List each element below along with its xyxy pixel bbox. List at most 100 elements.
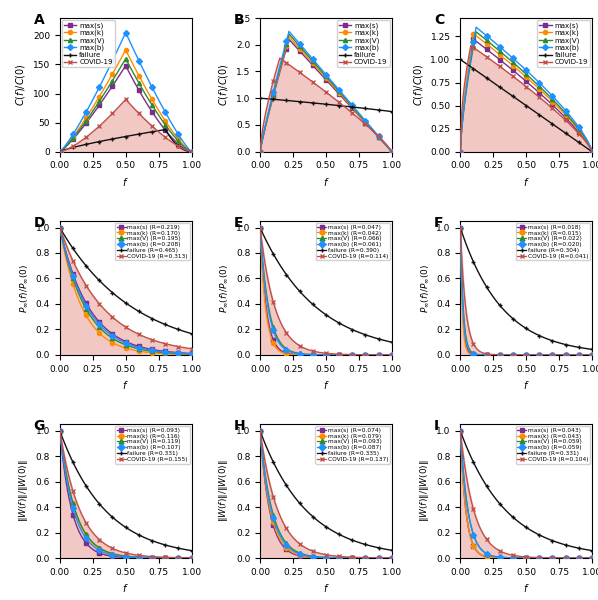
COVID-19 <box>122 96 129 103</box>
COVID-19 (R=0.155) <box>148 553 155 560</box>
max(V) (R=0.195) <box>117 339 124 346</box>
max(V) (R=0.195) <box>148 347 155 355</box>
COVID-19 <box>188 148 195 155</box>
failure (R=0.331) <box>65 450 72 457</box>
max(b) <box>156 98 163 106</box>
max(b) (R=0.107) <box>117 553 124 560</box>
max(s) (R=0.074) <box>335 554 343 562</box>
Text: B: B <box>234 13 245 26</box>
Line: failure (R=0.331): failure (R=0.331) <box>58 428 194 553</box>
COVID-19 (R=0.114) <box>335 350 343 358</box>
max(s) <box>470 35 477 43</box>
max(b) <box>266 105 273 112</box>
COVID-19 (R=0.137) <box>289 534 297 541</box>
max(k) <box>337 91 344 98</box>
max(V) (R=0.066) <box>335 351 343 358</box>
failure (R=0.390) <box>335 319 343 326</box>
max(k) (R=0.042) <box>266 327 273 334</box>
failure (R=0.390) <box>289 280 297 287</box>
failure (R=0.335) <box>317 520 324 527</box>
Line: max(k) (R=0.015): max(k) (R=0.015) <box>458 226 594 357</box>
COVID-19 <box>467 42 474 49</box>
COVID-19 (R=0.137) <box>266 478 273 485</box>
COVID-19 <box>257 148 264 155</box>
max(b) <box>557 101 564 108</box>
max(k) (R=0.170) <box>117 343 124 350</box>
max(b) <box>291 34 298 41</box>
max(V) (R=0.066) <box>266 307 273 314</box>
max(V) <box>136 82 144 89</box>
max(V) <box>588 148 596 155</box>
COVID-19 (R=0.313) <box>56 224 63 231</box>
max(k) (R=0.043) <box>549 554 556 562</box>
max(b) (R=0.087) <box>266 497 273 505</box>
Line: max(k): max(k) <box>458 32 594 154</box>
max(s) (R=0.219) <box>155 347 162 354</box>
max(b) (R=0.020) <box>536 351 543 358</box>
max(V) <box>150 103 157 110</box>
Line: COVID-19 (R=0.155): COVID-19 (R=0.155) <box>58 428 194 560</box>
max(s) (R=0.093) <box>135 554 142 562</box>
failure (R=0.304) <box>466 249 473 256</box>
max(b) (R=0.059) <box>457 427 464 434</box>
max(b) <box>356 111 364 118</box>
Line: max(V) (R=0.093): max(V) (R=0.093) <box>258 428 394 560</box>
X-axis label: $f$: $f$ <box>322 582 329 594</box>
max(k) (R=0.079) <box>257 427 264 434</box>
max(b) (R=0.087) <box>257 427 264 434</box>
max(s) (R=0.047) <box>388 351 395 358</box>
max(b) (R=0.087) <box>355 554 362 562</box>
max(b) (R=0.020) <box>549 351 556 358</box>
max(V) (R=0.066) <box>317 351 324 358</box>
COVID-19 <box>550 106 557 113</box>
max(b) <box>56 148 63 155</box>
max(V) (R=0.022) <box>517 351 524 358</box>
Line: max(k) (R=0.170): max(k) (R=0.170) <box>58 226 194 356</box>
Line: max(s): max(s) <box>258 37 394 154</box>
max(s) <box>588 148 596 155</box>
max(V) (R=0.119) <box>56 427 63 434</box>
max(s) (R=0.219) <box>148 346 155 353</box>
max(k) (R=0.079) <box>266 502 273 509</box>
max(V) <box>337 89 344 97</box>
max(s) <box>491 52 498 59</box>
max(s) (R=0.018) <box>588 351 596 358</box>
failure (R=0.331) <box>466 450 473 457</box>
max(k) (R=0.079) <box>388 554 395 562</box>
max(b) (R=0.208) <box>65 260 72 267</box>
max(V) (R=0.066) <box>388 351 395 358</box>
failure <box>457 56 464 63</box>
max(s) (R=0.093) <box>188 554 195 562</box>
Line: max(V) (R=0.059): max(V) (R=0.059) <box>458 428 594 560</box>
COVID-19 (R=0.313) <box>117 320 124 327</box>
COVID-19 (R=0.155) <box>56 427 63 434</box>
max(V) (R=0.119) <box>188 554 195 562</box>
Text: D: D <box>33 216 45 230</box>
max(V) <box>518 67 526 74</box>
failure (R=0.390) <box>355 329 362 336</box>
COVID-19 (R=0.041) <box>588 351 596 358</box>
max(k) (R=0.043) <box>536 554 543 562</box>
COVID-19 (R=0.313) <box>155 338 162 346</box>
max(k) (R=0.170) <box>65 267 72 274</box>
Legend: max(s) (R=0.074), max(k) (R=0.079), max(V) (R=0.093), max(b) (R=0.087), failure : max(s) (R=0.074), max(k) (R=0.079), max(… <box>315 426 390 464</box>
max(b) (R=0.061) <box>289 349 297 356</box>
max(V) <box>122 55 129 62</box>
max(s) (R=0.093) <box>89 546 96 553</box>
Line: failure (R=0.304): failure (R=0.304) <box>458 226 594 352</box>
failure (R=0.390) <box>349 326 356 333</box>
failure (R=0.331) <box>556 539 563 547</box>
max(s) (R=0.043) <box>536 554 543 562</box>
max(k) (R=0.043) <box>457 427 464 434</box>
Line: max(V): max(V) <box>258 32 394 154</box>
COVID-19 (R=0.041) <box>549 351 556 358</box>
max(s) (R=0.093) <box>117 553 124 560</box>
max(s) (R=0.018) <box>466 349 473 356</box>
max(s) <box>388 148 395 155</box>
max(s) (R=0.093) <box>155 554 162 562</box>
max(s) (R=0.219) <box>135 343 142 350</box>
Legend: max(s) (R=0.018), max(k) (R=0.015), max(V) (R=0.022), max(b) (R=0.020), failure : max(s) (R=0.018), max(k) (R=0.015), max(… <box>515 223 590 260</box>
max(k) (R=0.015) <box>490 351 497 358</box>
max(b) <box>318 67 325 74</box>
max(s) (R=0.074) <box>349 554 356 562</box>
